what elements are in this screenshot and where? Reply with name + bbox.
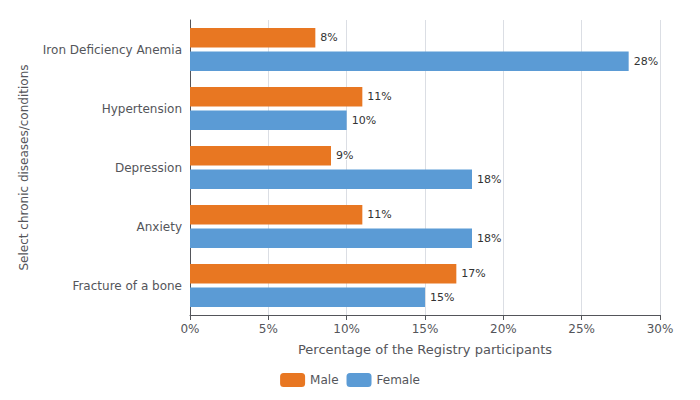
svg-text:10%: 10% xyxy=(352,114,376,127)
svg-text:15%: 15% xyxy=(412,322,439,336)
svg-text:15%: 15% xyxy=(430,291,454,304)
svg-text:Hypertension: Hypertension xyxy=(102,102,182,116)
svg-text:0%: 0% xyxy=(180,322,199,336)
svg-text:Anxiety: Anxiety xyxy=(137,220,182,234)
svg-text:Fracture of a bone: Fracture of a bone xyxy=(72,279,182,293)
svg-text:25%: 25% xyxy=(568,322,595,336)
svg-text:5%: 5% xyxy=(259,322,278,336)
svg-text:9%: 9% xyxy=(336,149,353,162)
svg-text:Select chronic diseases/condit: Select chronic diseases/conditions xyxy=(17,64,31,270)
svg-text:8%: 8% xyxy=(320,31,337,44)
svg-text:11%: 11% xyxy=(367,208,391,221)
svg-text:18%: 18% xyxy=(477,173,501,186)
svg-text:17%: 17% xyxy=(461,267,485,280)
svg-text:Depression: Depression xyxy=(115,161,182,175)
svg-text:10%: 10% xyxy=(333,322,360,336)
svg-text:Male: Male xyxy=(310,373,338,387)
svg-text:18%: 18% xyxy=(477,232,501,245)
svg-text:Percentage of the Registry par: Percentage of the Registry participants xyxy=(298,342,552,357)
svg-text:28%: 28% xyxy=(634,55,658,68)
svg-text:11%: 11% xyxy=(367,90,391,103)
svg-text:30%: 30% xyxy=(647,322,674,336)
svg-text:Female: Female xyxy=(377,373,420,387)
svg-text:20%: 20% xyxy=(490,322,517,336)
svg-text:Iron Deficiency Anemia: Iron Deficiency Anemia xyxy=(43,43,182,57)
